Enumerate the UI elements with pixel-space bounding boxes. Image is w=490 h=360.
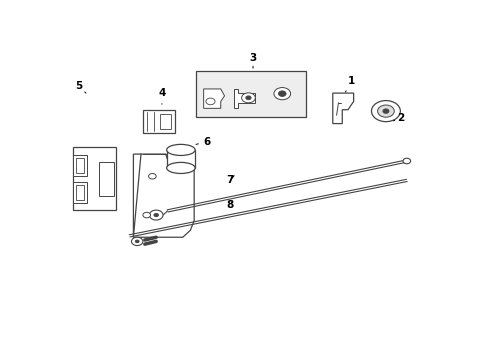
Circle shape: [143, 212, 150, 218]
Circle shape: [135, 240, 139, 243]
Circle shape: [131, 237, 143, 246]
Bar: [167, 150, 195, 168]
Polygon shape: [333, 93, 354, 123]
Bar: [75, 185, 84, 200]
Ellipse shape: [167, 144, 195, 156]
Bar: [75, 158, 84, 174]
Text: 1: 1: [345, 76, 355, 92]
Circle shape: [206, 98, 215, 105]
Circle shape: [148, 174, 156, 179]
Bar: [99, 162, 115, 195]
Bar: [196, 71, 306, 117]
Circle shape: [154, 213, 158, 217]
Polygon shape: [133, 154, 194, 237]
Text: 7: 7: [226, 175, 234, 185]
Circle shape: [242, 93, 255, 103]
Circle shape: [246, 96, 251, 100]
Circle shape: [403, 158, 411, 164]
Text: 2: 2: [393, 113, 405, 123]
Bar: [143, 110, 175, 133]
Ellipse shape: [167, 162, 195, 174]
Bar: [74, 156, 87, 176]
Circle shape: [378, 105, 394, 117]
Circle shape: [274, 87, 291, 100]
Circle shape: [371, 100, 400, 122]
Bar: [74, 182, 87, 203]
Polygon shape: [204, 89, 224, 108]
Text: 5: 5: [74, 81, 86, 93]
Text: 6: 6: [196, 136, 211, 147]
Circle shape: [278, 91, 286, 96]
Bar: [160, 114, 172, 129]
Circle shape: [149, 210, 163, 220]
Polygon shape: [234, 89, 255, 108]
Text: 8: 8: [226, 201, 234, 210]
Circle shape: [383, 109, 389, 113]
Text: 4: 4: [158, 88, 166, 104]
Text: 3: 3: [249, 53, 257, 68]
Bar: [73, 147, 116, 210]
